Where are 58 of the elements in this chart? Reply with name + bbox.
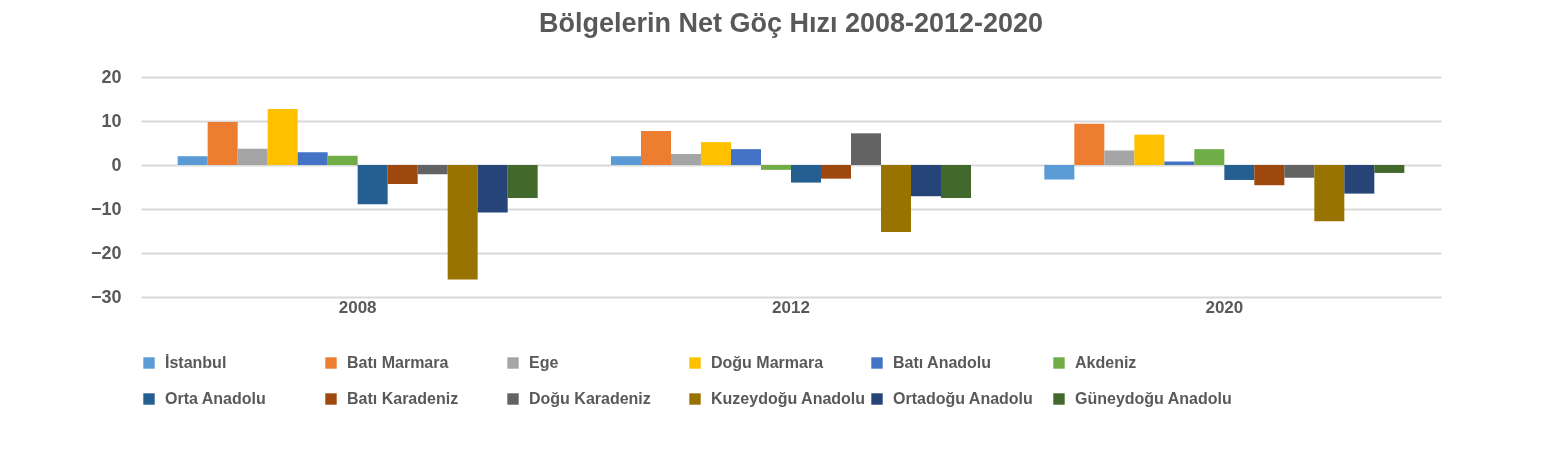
bar — [1224, 165, 1255, 180]
bar — [1254, 165, 1285, 186]
bar — [821, 165, 851, 179]
x-tick-label: 2020 — [1205, 297, 1244, 317]
x-tick-label: 2008 — [338, 297, 377, 317]
bar — [237, 148, 268, 165]
bar — [1134, 134, 1165, 165]
legend-label: Batı Karadeniz — [347, 390, 459, 407]
chart-title: Bölgelerin Net Göç Hızı 2008-2012-2020 — [538, 8, 1044, 38]
bar — [297, 152, 328, 165]
bar — [941, 165, 971, 198]
legend-label: Doğu Karadeniz — [529, 390, 651, 407]
y-tick-label: −20 — [90, 242, 122, 263]
y-tick-label: −10 — [90, 198, 122, 219]
y-tick-label: 0 — [111, 154, 122, 175]
bar — [1044, 165, 1075, 180]
bar — [477, 165, 508, 213]
bar — [911, 165, 941, 197]
bar — [447, 165, 478, 280]
legend-label: İstanbul — [165, 354, 227, 371]
bar — [1104, 150, 1135, 165]
bar — [611, 156, 641, 165]
bar — [1194, 149, 1225, 165]
bar — [417, 165, 448, 175]
bar — [1314, 165, 1345, 222]
legend-label: Akdeniz — [1075, 354, 1137, 371]
legend-label: Doğu Marmara — [711, 354, 824, 371]
legend-label: Batı Marmara — [347, 354, 449, 371]
y-tick-label: 10 — [101, 110, 122, 131]
bar — [207, 121, 238, 165]
legend-label: Ege — [529, 354, 559, 371]
y-tick-label: −30 — [90, 286, 122, 307]
bar — [761, 165, 791, 170]
bar — [791, 165, 821, 183]
bar — [1374, 165, 1405, 173]
bar — [881, 165, 911, 232]
bar — [357, 165, 388, 205]
legend-label: Kuzeydoğu Anadolu — [711, 390, 866, 407]
legend-label: Orta Anadolu — [165, 390, 266, 407]
bar — [267, 109, 298, 165]
bar — [731, 149, 761, 165]
bar — [327, 155, 358, 165]
y-tick-label: 20 — [101, 66, 122, 87]
x-tick-label: 2012 — [772, 297, 810, 317]
bar — [1344, 165, 1375, 194]
legend-label: Ortadoğu Anadolu — [893, 390, 1033, 407]
legend-label: Güneydoğu Anadolu — [1075, 390, 1232, 407]
bar — [1164, 161, 1195, 165]
legend-label: Batı Anadolu — [893, 354, 992, 371]
bar — [641, 131, 671, 165]
bar — [1074, 123, 1105, 165]
bar — [177, 156, 208, 165]
bar — [507, 165, 538, 198]
bar — [1284, 165, 1315, 178]
bar — [701, 142, 731, 165]
bar — [387, 165, 418, 184]
bar — [851, 133, 881, 165]
bar — [671, 154, 701, 165]
